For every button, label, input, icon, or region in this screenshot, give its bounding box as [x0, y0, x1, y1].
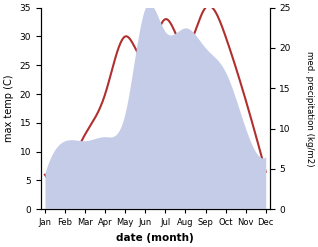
Y-axis label: max temp (C): max temp (C): [4, 75, 14, 142]
X-axis label: date (month): date (month): [116, 233, 194, 243]
Y-axis label: med. precipitation (kg/m2): med. precipitation (kg/m2): [305, 51, 314, 166]
